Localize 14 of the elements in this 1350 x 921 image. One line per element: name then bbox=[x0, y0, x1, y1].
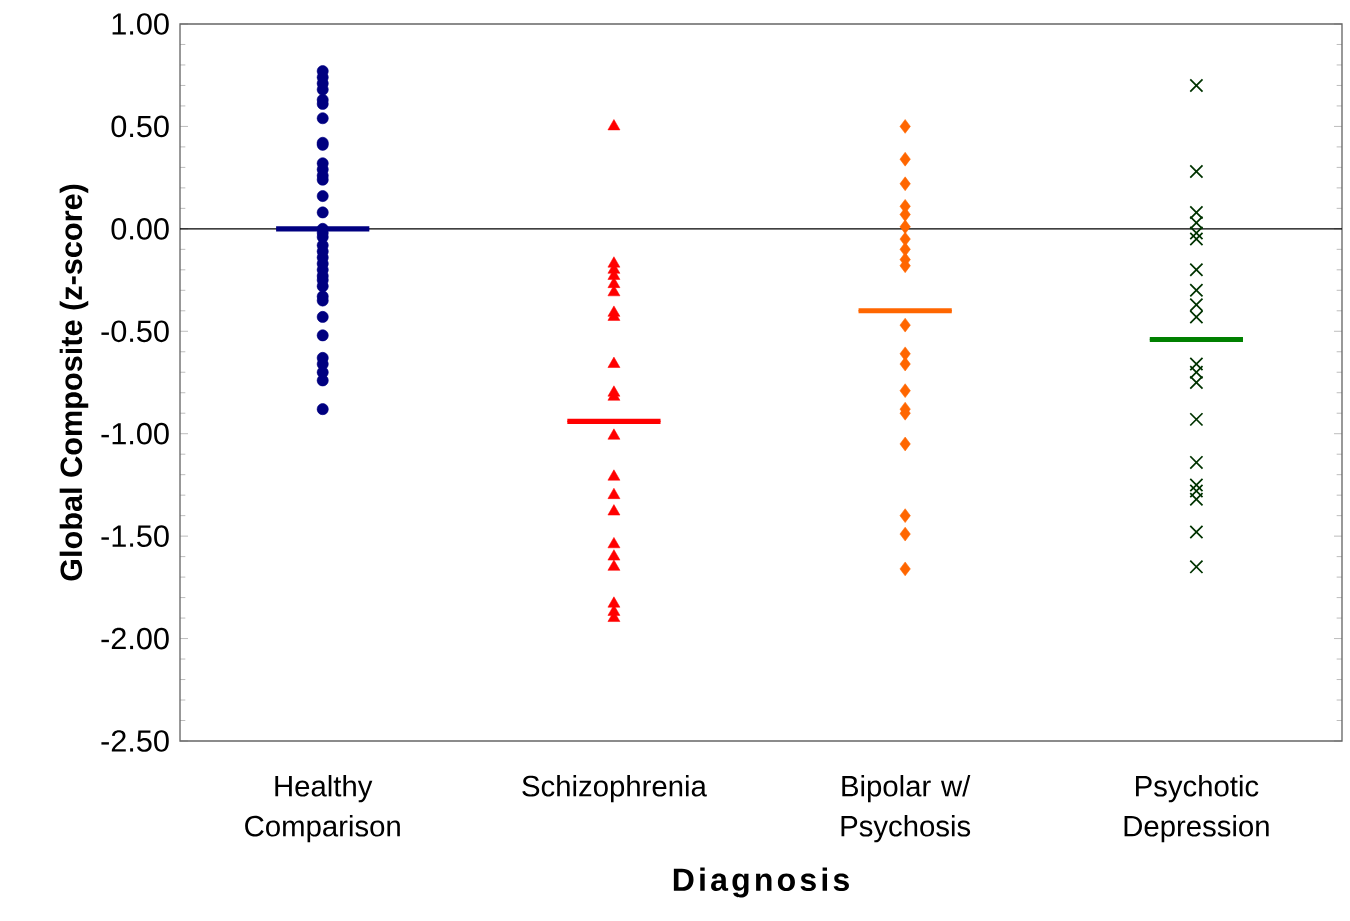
x-tick-label: Schizophrenia bbox=[522, 775, 707, 803]
y-tick-label: -1.00 bbox=[101, 422, 169, 445]
y-tick-label: 0.00 bbox=[111, 217, 169, 240]
y-tick-label: -2.50 bbox=[101, 730, 169, 752]
y-axis-title: Global Composite (z-score) bbox=[59, 184, 89, 581]
y-tick-label: 1.00 bbox=[112, 13, 169, 35]
y-tick-label: -0.50 bbox=[101, 320, 169, 343]
x-tick-label: Healthy Comparison bbox=[245, 775, 400, 843]
y-tick-label: 0.50 bbox=[111, 115, 169, 138]
y-tick-label: -2.00 bbox=[101, 627, 169, 650]
y-tick-label: -1.50 bbox=[101, 525, 169, 547]
x-axis-title: Diagnosis bbox=[673, 867, 849, 898]
x-tick-label: Psychotic Depression bbox=[1124, 775, 1269, 843]
x-tick-label: Bipolar w/ Psychosis bbox=[841, 775, 971, 843]
